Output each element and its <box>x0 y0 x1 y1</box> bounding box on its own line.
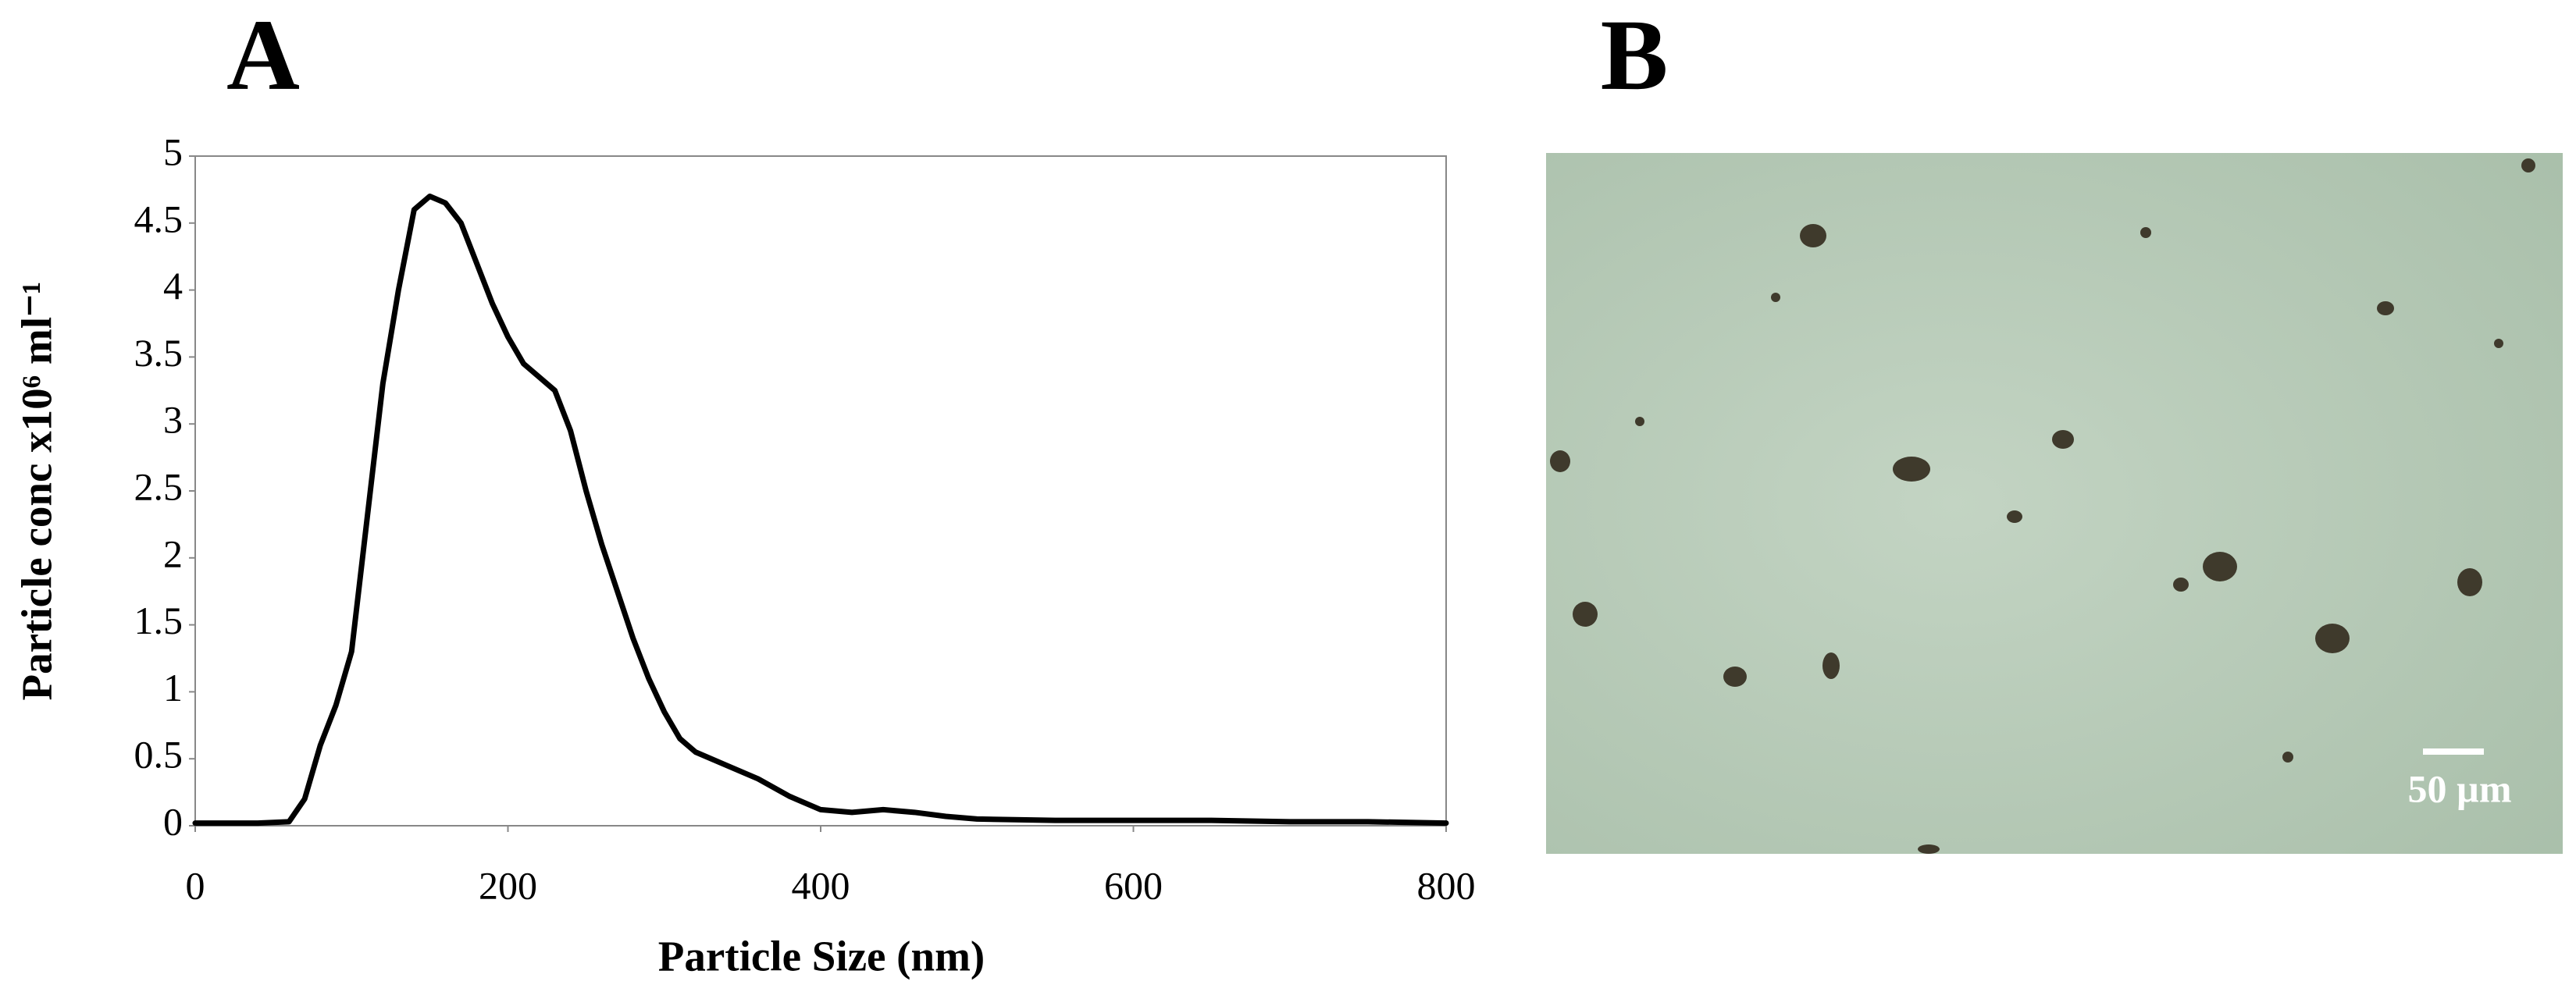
y-tick-label: 4.5 <box>134 197 183 240</box>
x-tick-label: 400 <box>792 863 850 907</box>
y-tick-label: 2 <box>163 531 183 575</box>
y-tick-label: 2.5 <box>134 464 183 508</box>
y-tick-label: 3.5 <box>134 331 183 375</box>
x-axis-title: Particle Size (nm) <box>658 933 985 980</box>
micrograph: 50 µm <box>1546 153 2563 854</box>
y-tick-label: 3 <box>163 398 183 442</box>
scale-bar-label: 50 µm <box>2408 766 2512 810</box>
x-tick-label: 800 <box>1417 863 1476 907</box>
y-tick-label: 0 <box>163 799 183 843</box>
plot-frame <box>194 155 1447 827</box>
panel-label: B <box>1601 0 1669 112</box>
y-axis-title: Particle conc x10⁶ ml⁻¹ <box>13 282 61 701</box>
y-tick-label: 5 <box>163 130 183 173</box>
panel-label: A <box>226 0 300 112</box>
particles <box>1550 158 2535 854</box>
x-tick-label: 200 <box>479 863 537 907</box>
data-line <box>192 193 1449 827</box>
y-tick-label: 4 <box>163 264 183 308</box>
x-tick-label: 600 <box>1104 863 1163 907</box>
y-tick-label: 1.5 <box>134 599 183 642</box>
x-tick-label: 0 <box>186 863 205 907</box>
micrograph-image <box>1546 153 2563 854</box>
y-tick-label: 1 <box>163 666 183 709</box>
y-tick-label: 0.5 <box>134 733 183 777</box>
